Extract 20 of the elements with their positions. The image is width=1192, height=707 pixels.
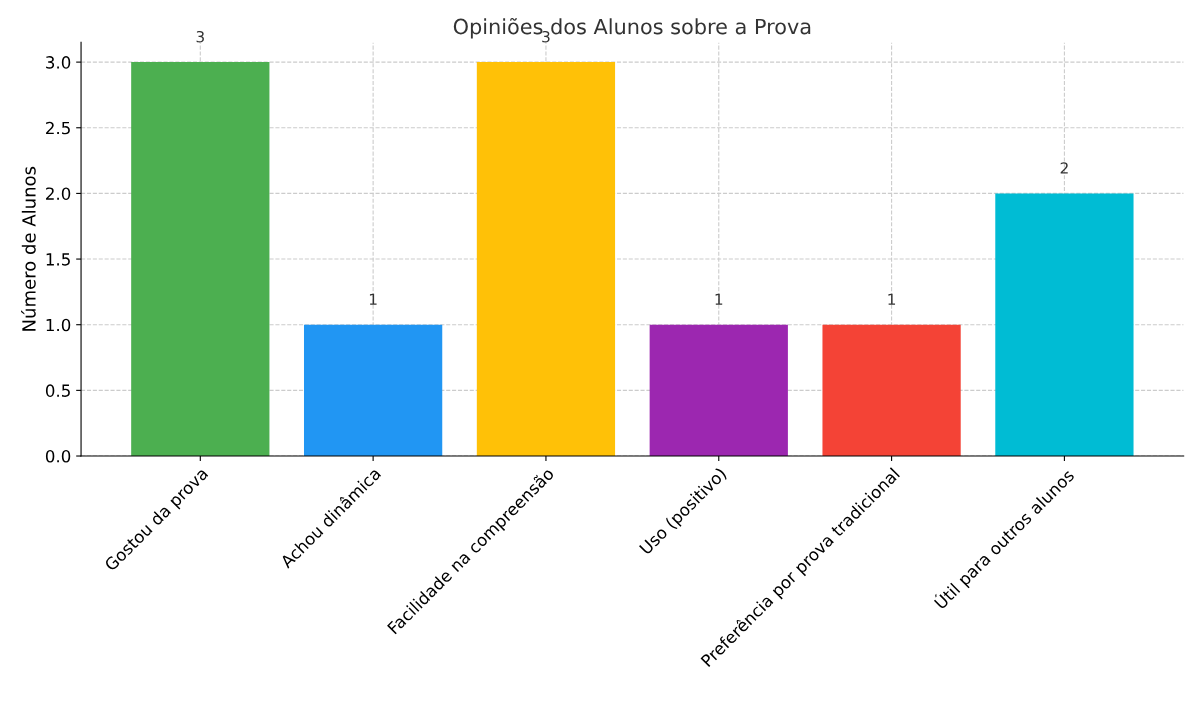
data-label: 1: [888, 293, 896, 305]
data-label: 1: [369, 293, 377, 305]
bar: [476, 62, 616, 457]
y-tick-label: 1.0: [46, 318, 71, 332]
bar: [131, 62, 270, 457]
bar: [822, 324, 961, 457]
data-label: 1: [715, 293, 723, 305]
bar: [649, 324, 788, 457]
y-tick-label: 0.5: [45, 384, 70, 397]
y-tick-label: 3.0: [46, 56, 71, 69]
bar: [995, 193, 1134, 457]
y-tick-label: 0.0: [45, 449, 71, 463]
y-tick-label: 1.5: [46, 253, 70, 266]
y-tick-label: 2.0: [46, 187, 71, 200]
data-label: 3: [542, 30, 550, 43]
y-tick-label: 2.5: [46, 121, 70, 135]
bar: [304, 324, 443, 457]
data-label: 3: [196, 30, 204, 43]
y-axis-title: Número de Alunos: [21, 166, 36, 331]
data-label: 2: [1060, 162, 1068, 174]
